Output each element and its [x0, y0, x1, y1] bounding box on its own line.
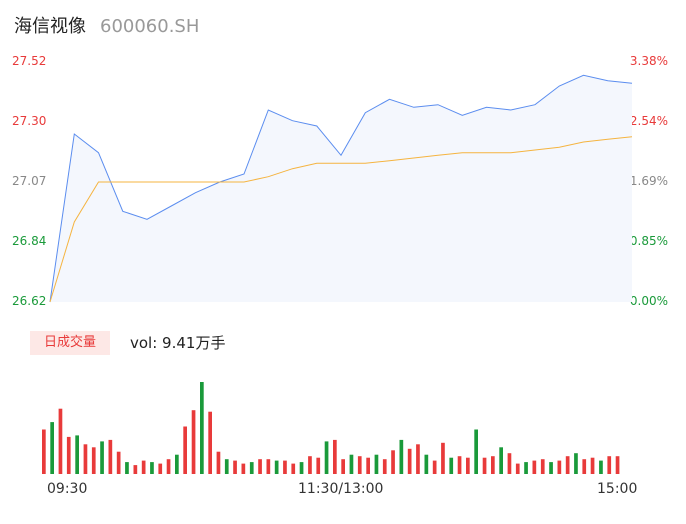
- volume-tab[interactable]: 日成交量: [30, 331, 110, 355]
- volume-bar: [316, 457, 321, 474]
- volume-bar: [249, 462, 254, 474]
- volume-bar: [357, 456, 362, 474]
- time-tick-label: 11:30/13:00: [298, 481, 384, 497]
- volume-bar: [166, 459, 171, 474]
- stock-name: 海信视像: [14, 16, 86, 37]
- volume-bar: [382, 459, 387, 474]
- volume-bar: [491, 456, 495, 474]
- price-tick-label: 26.84: [12, 234, 47, 248]
- volume-bar: [258, 459, 262, 474]
- volume-bar: [50, 422, 54, 474]
- pct-tick-label: 0.00%: [629, 294, 668, 308]
- volume-bar: [524, 462, 528, 474]
- volume-bar: [175, 454, 179, 474]
- volume-bar: [349, 454, 354, 474]
- volume-bar: [399, 439, 404, 474]
- volume-bar: [116, 451, 121, 474]
- volume-bar: [158, 463, 163, 474]
- volume-bar: [574, 453, 578, 474]
- volume-bar: [599, 460, 603, 474]
- volume-bar: [308, 456, 312, 474]
- pct-tick-label: 3.38%: [629, 54, 668, 68]
- volume-bar: [91, 447, 96, 474]
- stock-header: 海信视像 600060.SH: [14, 12, 199, 40]
- volume-bar: [75, 435, 79, 474]
- volume-bar: [590, 457, 595, 474]
- volume-bar: [549, 462, 553, 474]
- average-price-line: [49, 136, 633, 303]
- time-tick-label: 15:00: [597, 481, 638, 497]
- volume-bar: [366, 457, 370, 474]
- volume-bar: [241, 463, 246, 474]
- volume-bar: [200, 382, 204, 474]
- volume-bar: [540, 459, 545, 474]
- volume-bar: [457, 456, 462, 474]
- price-tick-label: 27.07: [12, 174, 47, 188]
- volume-bar: [83, 444, 88, 474]
- volume-bar: [266, 459, 271, 474]
- volume-bar: [274, 460, 279, 474]
- volume-bar: [374, 454, 379, 474]
- volume-bar: [208, 411, 212, 474]
- volume-bar: [424, 454, 429, 474]
- volume-bar: [283, 460, 287, 474]
- volume-bar: [391, 450, 395, 474]
- volume-bar: [482, 457, 487, 474]
- time-tick-label: 09:30: [47, 481, 88, 497]
- volume-bar: [607, 456, 612, 474]
- volume-bar: [150, 462, 154, 474]
- volume-bar: [474, 429, 478, 474]
- volume-bar: [291, 463, 296, 474]
- volume-bar: [108, 439, 113, 474]
- volume-bar: [224, 459, 229, 474]
- volume-bar: [42, 429, 46, 474]
- volume-bar: [441, 442, 445, 474]
- volume-bar: [416, 444, 420, 474]
- volume-readout: vol: 9.41万手: [130, 334, 226, 352]
- pct-tick-label: 1.69%: [629, 174, 668, 188]
- volume-bar: [515, 463, 520, 474]
- volume-bar: [432, 460, 437, 474]
- volume-bar: [333, 439, 337, 474]
- volume-bar: [565, 456, 570, 474]
- stock-code: 600060.SH: [100, 16, 200, 37]
- volume-bar: [125, 462, 129, 474]
- volume-bar: [100, 441, 104, 474]
- pct-tick-label: 2.54%: [629, 114, 668, 128]
- volume-bar: [557, 460, 562, 474]
- volume-bar: [407, 448, 412, 474]
- volume-bar: [66, 436, 71, 474]
- volume-bar: [466, 457, 470, 474]
- volume-bar: [133, 465, 138, 474]
- volume-bar: [582, 459, 587, 474]
- volume-bar: [141, 460, 146, 474]
- volume-bar: [191, 410, 196, 474]
- volume-bar: [507, 453, 512, 474]
- volume-bar: [499, 447, 503, 474]
- price-tick-label: 27.52: [12, 54, 47, 68]
- price-tick-label: 27.30: [12, 114, 47, 128]
- price-line: [49, 74, 633, 303]
- volume-bar: [299, 462, 304, 474]
- volume-bar: [341, 459, 345, 474]
- price-tick-label: 26.62: [12, 294, 47, 308]
- volume-bar: [449, 457, 454, 474]
- volume-bar: [615, 456, 620, 474]
- volume-bar: [58, 408, 63, 474]
- volume-bar: [216, 451, 221, 474]
- volume-bar: [183, 426, 187, 474]
- volume-bar: [532, 460, 537, 474]
- pct-tick-label: 0.85%: [629, 234, 668, 248]
- volume-bar: [324, 441, 329, 474]
- price-area-fill: [50, 75, 632, 302]
- volume-bar: [233, 460, 237, 474]
